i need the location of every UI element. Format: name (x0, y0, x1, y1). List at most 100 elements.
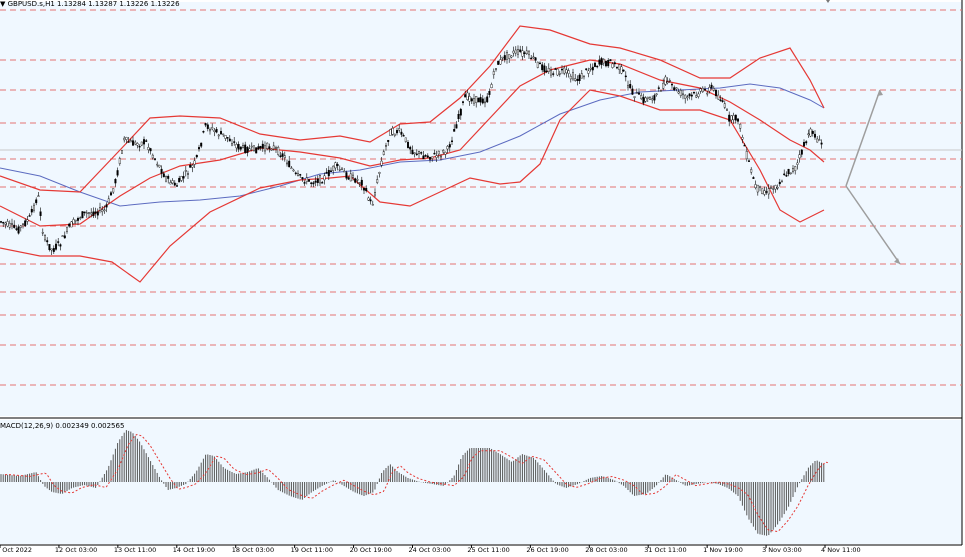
candle-body (261, 143, 264, 149)
scroll-marker-icon[interactable] (826, 0, 830, 3)
candle-body (545, 70, 548, 73)
candle-body (52, 248, 55, 252)
candle-body (4, 222, 7, 225)
candle-body (600, 58, 603, 66)
candle-body (426, 155, 429, 158)
candle-body (459, 108, 462, 116)
candle-body (690, 94, 693, 97)
candle-body (466, 92, 469, 100)
candle-body (431, 156, 434, 159)
candle-body (536, 61, 539, 68)
candle-body (129, 140, 132, 143)
candle-body (222, 133, 225, 136)
candle-body (120, 150, 123, 154)
time-label: 28 Oct 03:00 (585, 546, 627, 553)
candle-body (264, 145, 267, 152)
candle-body (781, 180, 784, 183)
time-label: 25 Oct 11:00 (467, 546, 509, 553)
candle-body (642, 96, 645, 104)
candle-body (424, 155, 427, 157)
candle-body (94, 211, 97, 214)
candle-body (811, 131, 814, 134)
candle-body (688, 93, 691, 97)
candle-body (252, 145, 255, 152)
candle-body (611, 63, 614, 68)
candle-body (675, 87, 678, 90)
candle-body (613, 62, 616, 65)
candle-body (646, 96, 649, 99)
candle-body (583, 75, 586, 78)
candle-body (33, 204, 36, 211)
candle-body (699, 88, 702, 92)
candle-body (455, 124, 458, 129)
candle-body (578, 74, 581, 82)
candle-body (46, 240, 49, 243)
candle-body (814, 133, 817, 138)
candle-body (299, 174, 302, 176)
candle-body (710, 84, 713, 88)
candle-body (286, 162, 289, 165)
candle-body (105, 204, 108, 208)
macd-header: MACD(12,26,9) 0.002349 0.002565 (0, 422, 125, 430)
candle-body (101, 209, 104, 213)
candle-body (167, 175, 170, 179)
candle-body (767, 188, 770, 195)
time-label: 31 Oct 11:00 (644, 546, 686, 553)
candle-body (393, 133, 396, 136)
time-label: 19 Oct 11:00 (291, 546, 333, 553)
candle-body (200, 142, 203, 147)
candle-body (668, 80, 671, 82)
candle-body (759, 185, 762, 188)
candle-body (24, 220, 27, 227)
candle-body (118, 158, 121, 164)
candle-body (418, 151, 421, 154)
candle-body (230, 143, 233, 146)
candle-body (268, 146, 271, 149)
candle-body (475, 96, 478, 103)
candle-body (761, 188, 764, 195)
time-label: 0 Oct 2022 (0, 546, 32, 553)
dropdown-triangle-icon[interactable]: ▼ (0, 0, 8, 8)
candle-body (81, 211, 84, 219)
candle-body (598, 59, 601, 65)
candle-body (145, 140, 148, 142)
candle-body (180, 176, 183, 181)
candle-body (440, 155, 443, 158)
candle-body (776, 187, 779, 189)
candle-body (765, 191, 768, 193)
candle-body (816, 138, 819, 143)
candle-body (787, 168, 790, 175)
candle-body (352, 174, 355, 178)
candle-body (820, 142, 823, 145)
candle-body (50, 248, 53, 251)
candle-body (182, 176, 185, 179)
candle-body (770, 186, 773, 189)
candle-body (407, 141, 410, 148)
candle-body (241, 145, 244, 148)
candle-body (13, 224, 16, 228)
candle-body (22, 223, 25, 226)
candle-body (750, 169, 753, 173)
candle-body (85, 212, 88, 215)
candle-body (235, 144, 238, 149)
candle-body (552, 73, 555, 75)
candle-body (633, 96, 636, 98)
candle-body (28, 215, 31, 217)
candle-body (803, 142, 806, 147)
candle-body (693, 91, 696, 94)
candle-body (233, 141, 236, 143)
time-label: 3 Nov 03:00 (762, 546, 802, 553)
candle-body (160, 168, 163, 174)
candle-body (752, 177, 755, 179)
candle-body (224, 135, 227, 139)
candle-body (686, 96, 689, 98)
candle-body (8, 222, 11, 228)
candle-body (464, 94, 467, 98)
candle-body (226, 137, 229, 139)
candle-body (90, 212, 93, 215)
candle-body (281, 153, 284, 157)
candle-body (378, 172, 381, 174)
candle-body (587, 70, 590, 74)
